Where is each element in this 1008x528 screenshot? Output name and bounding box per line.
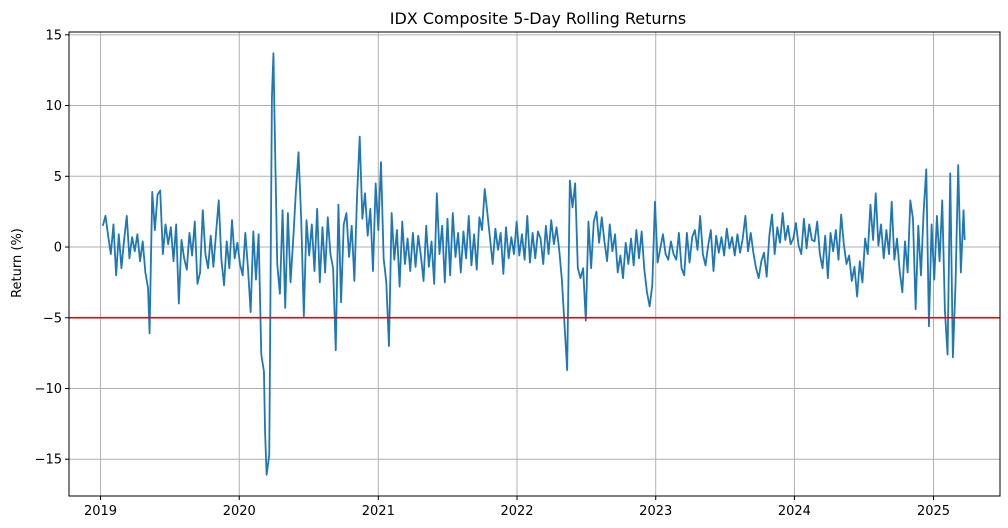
y-tick-label: −10 <box>35 382 62 397</box>
x-tick-label: 2019 <box>84 504 117 519</box>
y-tick-label: −5 <box>43 311 62 326</box>
series-group <box>101 52 966 476</box>
y-tick-label: 15 <box>45 28 62 43</box>
x-tick-label: 2024 <box>778 504 811 519</box>
x-tick-label: 2025 <box>917 504 950 519</box>
x-tick-label: 2022 <box>500 504 533 519</box>
y-tick-label: 0 <box>54 241 62 256</box>
plot-frame <box>68 31 1001 497</box>
y-axis-label: Return (%) <box>10 228 25 298</box>
y-tick-label: −15 <box>35 453 62 468</box>
x-tick-label: 2021 <box>362 504 395 519</box>
y-tick-label: 5 <box>54 170 62 185</box>
y-tick-label: 10 <box>45 99 62 114</box>
x-axis: 2019 2020 2021 2022 2023 2024 2025 <box>84 496 950 519</box>
returns-series-line <box>101 52 966 476</box>
x-tick-label: 2023 <box>639 504 672 519</box>
chart-title: IDX Composite 5-Day Rolling Returns <box>390 9 687 28</box>
y-axis: −15 −10 −5 0 5 10 15 <box>35 28 69 468</box>
x-tick-label: 2020 <box>223 504 256 519</box>
